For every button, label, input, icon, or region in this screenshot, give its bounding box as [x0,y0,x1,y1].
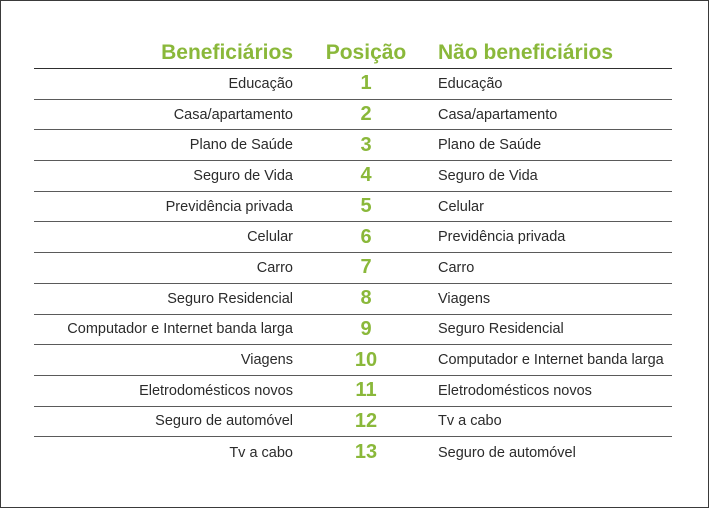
beneficiaries-item: Seguro de automóvel [155,413,293,430]
beneficiaries-item: Seguro Residencial [167,290,293,307]
position-number: 5 [360,195,372,218]
header-cell-beneficiaries: Beneficiários [34,40,294,68]
non-beneficiaries-item: Previdência privada [438,229,566,246]
non-beneficiaries-item: Casa/apartamento [438,106,558,123]
non-beneficiaries-item: Seguro de Vida [438,167,538,184]
table-row: Educação 1 Educação [34,69,672,100]
position-number: 8 [360,287,372,310]
beneficiaries-item: Casa/apartamento [173,106,293,123]
beneficiaries-item: Tv a cabo [229,444,293,461]
non-beneficiaries-item: Seguro de automóvel [438,444,576,461]
position-number: 13 [354,441,378,464]
ranking-table: Beneficiários Posição Não beneficiários … [34,36,672,468]
position-number: 11 [355,379,377,402]
table-row: Plano de Saúde 3 Plano de Saúde [34,130,672,162]
non-beneficiaries-item: Seguro Residencial [438,321,564,338]
beneficiaries-item: Carro [256,259,293,276]
table-row: Seguro de Vida 4 Seguro de Vida [34,161,672,192]
table-body: Educação 1 Educação Casa/apartamento 2 Casa/a… [34,69,672,468]
beneficiaries-item: Seguro de Vida [193,167,293,184]
non-beneficiaries-item: Viagens [438,290,491,307]
position-number: 1 [360,72,372,95]
header-cell-non-beneficiaries: Não beneficiários [438,40,672,68]
non-beneficiaries-item: Plano de Saúde [438,137,542,154]
beneficiaries-item: Viagens [240,352,293,369]
position-number: 9 [360,317,372,340]
beneficiaries-item: Computador e Internet banda larga [67,321,293,338]
beneficiaries-item: Eletrodomésticos novos [139,382,293,399]
header-position: Posição [325,41,407,64]
non-beneficiaries-item: Tv a cabo [438,413,502,430]
beneficiaries-item: Educação [228,75,294,92]
non-beneficiaries-item: Computador e Internet banda larga [438,352,664,369]
table-row: Viagens 10 Computador e Internet banda lar… [34,345,672,376]
position-number: 10 [354,348,378,371]
table-row: Celular 6 Previdência privada [34,222,672,254]
table-row: Seguro de automóvel 12 Tv a cabo [34,407,672,438]
non-beneficiaries-item: Educação [438,75,503,92]
position-number: 7 [360,256,372,279]
table-row: Computador e Internet banda larga 9 Seguro… [34,315,672,346]
table-row: Casa/apartamento 2 Casa/apartamento [34,100,672,131]
non-beneficiaries-item: Eletrodomésticos novos [438,382,592,399]
table-row: Previdência privada 5 Celular [34,192,672,223]
non-beneficiaries-item: Carro [438,259,475,276]
header-beneficiaries: Beneficiários [161,41,293,64]
beneficiaries-item: Previdência privada [165,198,293,215]
table-header: Beneficiários Posição Não beneficiários [34,36,672,69]
table-row: Tv a cabo 13 Seguro de automóvel [34,437,672,468]
beneficiaries-item: Celular [247,229,293,246]
beneficiaries-item: Plano de Saúde [189,137,293,154]
header-cell-position: Posição [294,40,438,68]
table-row: Eletrodomésticos novos 11 Eletrodomésticos… [34,376,672,407]
non-beneficiaries-item: Celular [438,198,484,215]
position-number: 2 [360,103,372,126]
table-row: Carro 7 Carro [34,253,672,284]
position-number: 6 [360,225,372,248]
header-non-beneficiaries: Não beneficiários [438,41,614,64]
position-number: 12 [354,409,378,432]
position-number: 3 [360,133,372,156]
position-number: 4 [360,164,372,187]
table-row: Seguro Residencial 8 Viagens [34,284,672,315]
